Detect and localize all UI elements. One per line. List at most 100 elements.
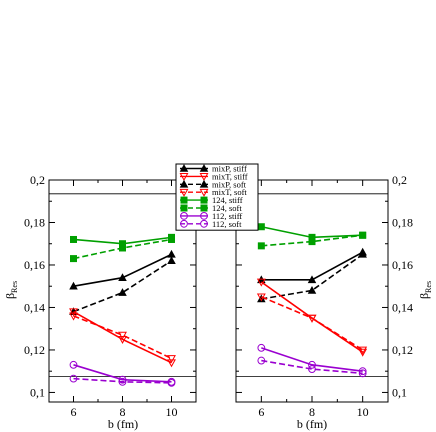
y-axis-title-right: βRes	[417, 281, 433, 299]
left-series-7-point-0	[69, 374, 78, 383]
legend-label-5: 124, soft	[212, 203, 242, 213]
right-series-1-point-2	[358, 348, 368, 357]
legend-marker-a-0	[179, 164, 189, 172]
left-series-1-point-0	[69, 308, 78, 317]
y-axis-title-left: βRes	[3, 281, 19, 299]
right-series-3-point-2	[358, 346, 368, 355]
legend-label-3: mixT, soft	[212, 187, 247, 197]
legend-label-1: mixT, stiff	[212, 171, 248, 181]
right-series-2-point-1	[307, 286, 317, 294]
legend-marker-b-1	[199, 173, 209, 182]
right-series-0-point-1	[307, 275, 317, 284]
left-series-line-1	[73, 311, 172, 364]
legend-marker-a-7	[180, 219, 188, 228]
legend-label-6: 112, stiff	[212, 211, 242, 221]
left-y-tick-label-2: 0,14	[24, 300, 45, 314]
right-series-4-point-0	[257, 223, 265, 231]
right-series-5-point-2	[359, 231, 367, 239]
legend-marker-b-3	[199, 188, 209, 197]
right-series-line-2	[261, 253, 364, 300]
left-series-7-point-2	[167, 378, 176, 387]
legend-marker-b-0	[199, 164, 209, 172]
left-series-1-point-2	[167, 359, 176, 368]
left-series-4-point-0	[70, 235, 77, 243]
left-y-tick-label-3: 0,16	[24, 258, 45, 272]
right-x-tick-label-1: 8	[309, 405, 315, 419]
legend-box	[175, 163, 259, 231]
series-layer	[69, 223, 368, 387]
legend-marker-a-1	[179, 173, 189, 182]
right-series-line-7	[261, 359, 363, 375]
legend-marker-a-5	[180, 204, 188, 212]
y-axis-title-right-sub: Res	[424, 281, 433, 293]
y-axis-title-left-sub: Res	[10, 281, 19, 293]
left-y-tick-label-4: 0,18	[24, 215, 45, 229]
legend-label-7: 112, soft	[212, 219, 242, 229]
left-series-6-point-0	[69, 360, 78, 369]
right-series-5-point-0	[257, 242, 265, 250]
right-series-line-6	[261, 347, 363, 372]
legend-label-0: mixP, stiff	[212, 164, 247, 174]
left-y-tick-label-1: 0,12	[24, 343, 45, 357]
left-series-line-2	[73, 260, 172, 313]
right-x-tick-label-2: 10	[357, 405, 369, 419]
left-x-tick-label-1: 8	[120, 405, 126, 419]
left-x-tick-label-2: 10	[166, 405, 178, 419]
legend-marker-a-4	[180, 196, 188, 204]
right-series-3-point-0	[256, 293, 266, 302]
left-series-line-3	[73, 315, 172, 360]
left-series-6-point-1	[118, 375, 127, 384]
y-axis-title-left-main: β	[3, 293, 17, 299]
right-y-tick-label-2: 0,14	[392, 300, 413, 314]
right-x-tick-label-0: 6	[258, 405, 264, 419]
left-series-3-point-2	[167, 355, 176, 364]
x-axis-title-left: b (fm)	[108, 417, 138, 431]
right-y-tick-label-4: 0,18	[392, 215, 413, 229]
right-series-7-point-1	[308, 365, 316, 373]
right-series-7-point-0	[257, 356, 266, 365]
right-series-2-point-2	[358, 249, 367, 258]
right-series-5-point-1	[308, 238, 316, 246]
left-series-7-point-1	[118, 377, 127, 386]
left-series-5-point-1	[119, 244, 126, 252]
right-y-tick-label-0: 0,1	[392, 385, 407, 399]
left-series-1-point-1	[118, 335, 127, 344]
right-series-3-point-1	[307, 314, 317, 323]
left-series-3-point-0	[69, 312, 78, 321]
legend-marker-b-4	[200, 196, 208, 204]
axis-titles: b (fm) b (fm) βRes βRes	[3, 281, 433, 431]
y-axis-title-right-main: β	[417, 293, 431, 299]
x-axis-title-right: b (fm)	[297, 417, 327, 431]
legend-marker-a-3	[179, 188, 189, 197]
left-x-tick-label-0: 6	[71, 405, 77, 419]
right-series-2-point-0	[257, 294, 266, 303]
legend-marker-a-6	[180, 212, 188, 220]
legend-marker-a-2	[179, 179, 189, 188]
right-series-6-point-1	[308, 360, 316, 369]
legend-marker-b-2	[199, 179, 209, 188]
right-series-7-point-2	[358, 369, 367, 378]
left-series-2-point-1	[118, 288, 127, 296]
legend-marker-b-5	[200, 204, 208, 212]
right-y-tick-label-3: 0,16	[392, 258, 413, 272]
left-series-line-6	[73, 364, 172, 383]
left-series-0-point-1	[118, 273, 127, 282]
left-y-tick-label-5: 0,2	[30, 173, 45, 187]
left-series-0-point-0	[69, 281, 78, 290]
left-series-5-point-2	[168, 235, 175, 243]
left-series-2-point-2	[167, 256, 176, 265]
right-series-6-point-0	[257, 343, 266, 352]
right-y-tick-label-5: 0,2	[392, 173, 407, 187]
right-series-6-point-2	[358, 367, 367, 376]
legend-marker-b-6	[200, 212, 208, 220]
left-series-0-point-2	[167, 249, 176, 258]
right-series-line-3	[261, 296, 364, 351]
right-series-1-point-0	[256, 278, 266, 287]
left-y-tick-label-0: 0,1	[30, 385, 45, 399]
left-series-line-7	[73, 377, 172, 384]
left-series-5-point-0	[70, 255, 77, 263]
left-series-3-point-1	[118, 331, 127, 340]
legend-label-2: mixP, soft	[212, 179, 247, 189]
